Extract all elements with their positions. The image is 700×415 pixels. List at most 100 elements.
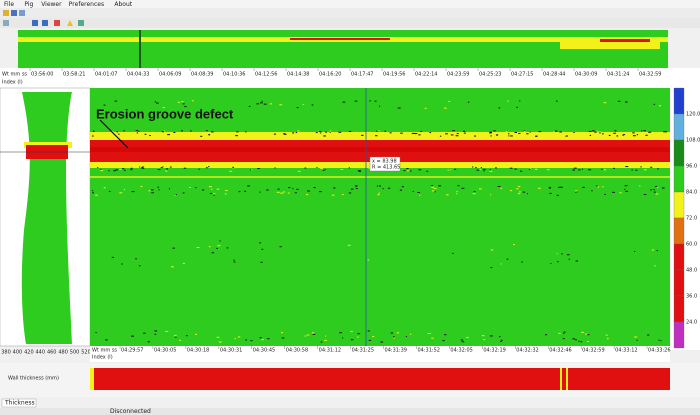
speckle xyxy=(522,191,526,193)
warning-button[interactable] xyxy=(67,20,73,26)
speckle xyxy=(650,189,652,191)
time-label: 04:28:44 xyxy=(543,72,565,78)
speckle xyxy=(457,185,460,187)
speckle xyxy=(556,194,559,196)
speckle xyxy=(376,185,378,187)
speckle xyxy=(414,133,418,135)
speckle xyxy=(320,132,322,134)
speckle xyxy=(154,330,158,332)
speckle xyxy=(322,169,325,171)
speckle xyxy=(426,170,429,172)
speckle xyxy=(622,134,624,136)
speckle xyxy=(594,131,597,133)
speckle xyxy=(624,101,628,103)
speckle xyxy=(369,100,371,102)
speckle xyxy=(151,192,154,194)
speckle xyxy=(591,190,593,192)
speckle xyxy=(531,132,534,134)
speckle xyxy=(138,265,141,267)
speckle xyxy=(550,263,552,265)
speckle xyxy=(379,105,381,107)
speckle xyxy=(97,167,99,169)
speckle xyxy=(429,132,432,134)
speckle xyxy=(283,133,287,135)
tool-button[interactable] xyxy=(78,20,84,26)
menu-item[interactable]: Preferences xyxy=(69,1,104,8)
speckle xyxy=(313,187,316,189)
menu-item[interactable]: Pig xyxy=(24,1,33,8)
speckle xyxy=(212,193,216,195)
speckle xyxy=(387,187,391,189)
speckle xyxy=(661,187,665,189)
menu-item[interactable]: File xyxy=(4,1,14,8)
speckle xyxy=(157,169,161,171)
speckle xyxy=(357,336,359,338)
speckle xyxy=(172,247,175,249)
speckle xyxy=(350,188,354,190)
save-button[interactable] xyxy=(11,10,17,16)
scale-segment xyxy=(673,217,685,245)
speckle xyxy=(582,168,584,170)
speckle xyxy=(474,135,477,137)
back-button[interactable] xyxy=(32,20,38,26)
speckle xyxy=(279,104,283,106)
speckle xyxy=(162,107,166,109)
speckle xyxy=(548,187,551,189)
speckle xyxy=(156,102,159,104)
speckle xyxy=(216,336,220,338)
speckle xyxy=(604,193,606,195)
speckle xyxy=(325,335,327,337)
speckle xyxy=(184,106,187,108)
speckle xyxy=(480,167,482,169)
menu-item[interactable]: Viewer xyxy=(41,1,62,8)
speckle xyxy=(561,131,564,133)
speckle xyxy=(578,169,581,171)
open-button[interactable] xyxy=(3,10,9,16)
marker-button[interactable] xyxy=(54,20,60,26)
speckle xyxy=(341,194,344,196)
scale-label: 24.0 xyxy=(686,320,697,326)
speckle xyxy=(348,192,352,194)
forward-button[interactable] xyxy=(42,20,48,26)
speckle xyxy=(304,335,307,337)
tool-button[interactable] xyxy=(3,20,9,26)
speckle xyxy=(350,339,354,341)
speckle xyxy=(558,332,561,334)
speckle xyxy=(424,134,427,136)
refresh-button[interactable] xyxy=(19,10,25,16)
speckle xyxy=(121,263,123,265)
speckle xyxy=(562,338,565,340)
speckle xyxy=(234,338,236,340)
speckle xyxy=(273,133,277,135)
speckle xyxy=(175,194,177,196)
speckle xyxy=(361,134,364,136)
speckle xyxy=(576,191,578,193)
speckle xyxy=(248,105,251,107)
speckle xyxy=(654,186,658,188)
speckle xyxy=(412,190,414,192)
speckle xyxy=(173,131,176,133)
speckle xyxy=(653,103,656,105)
speckle xyxy=(521,261,523,263)
speckle xyxy=(379,185,381,187)
speckle xyxy=(599,132,601,134)
speckle xyxy=(475,167,477,169)
profile-tick-label: 520 xyxy=(81,350,91,356)
speckle xyxy=(350,330,353,332)
time-label: 04:25:23 xyxy=(479,72,501,78)
menu-item[interactable]: About xyxy=(114,1,132,8)
speckle xyxy=(288,187,291,189)
speckle xyxy=(259,337,262,339)
speckle xyxy=(357,170,361,172)
speckle xyxy=(549,192,552,194)
scale-segment xyxy=(673,269,685,297)
speckle xyxy=(462,130,465,132)
speckle xyxy=(498,107,501,109)
speckle xyxy=(202,189,205,191)
speckle xyxy=(135,130,138,132)
speckle xyxy=(283,133,286,135)
tab[interactable] xyxy=(1,398,37,408)
speckle xyxy=(130,167,133,169)
speckle xyxy=(323,135,326,137)
